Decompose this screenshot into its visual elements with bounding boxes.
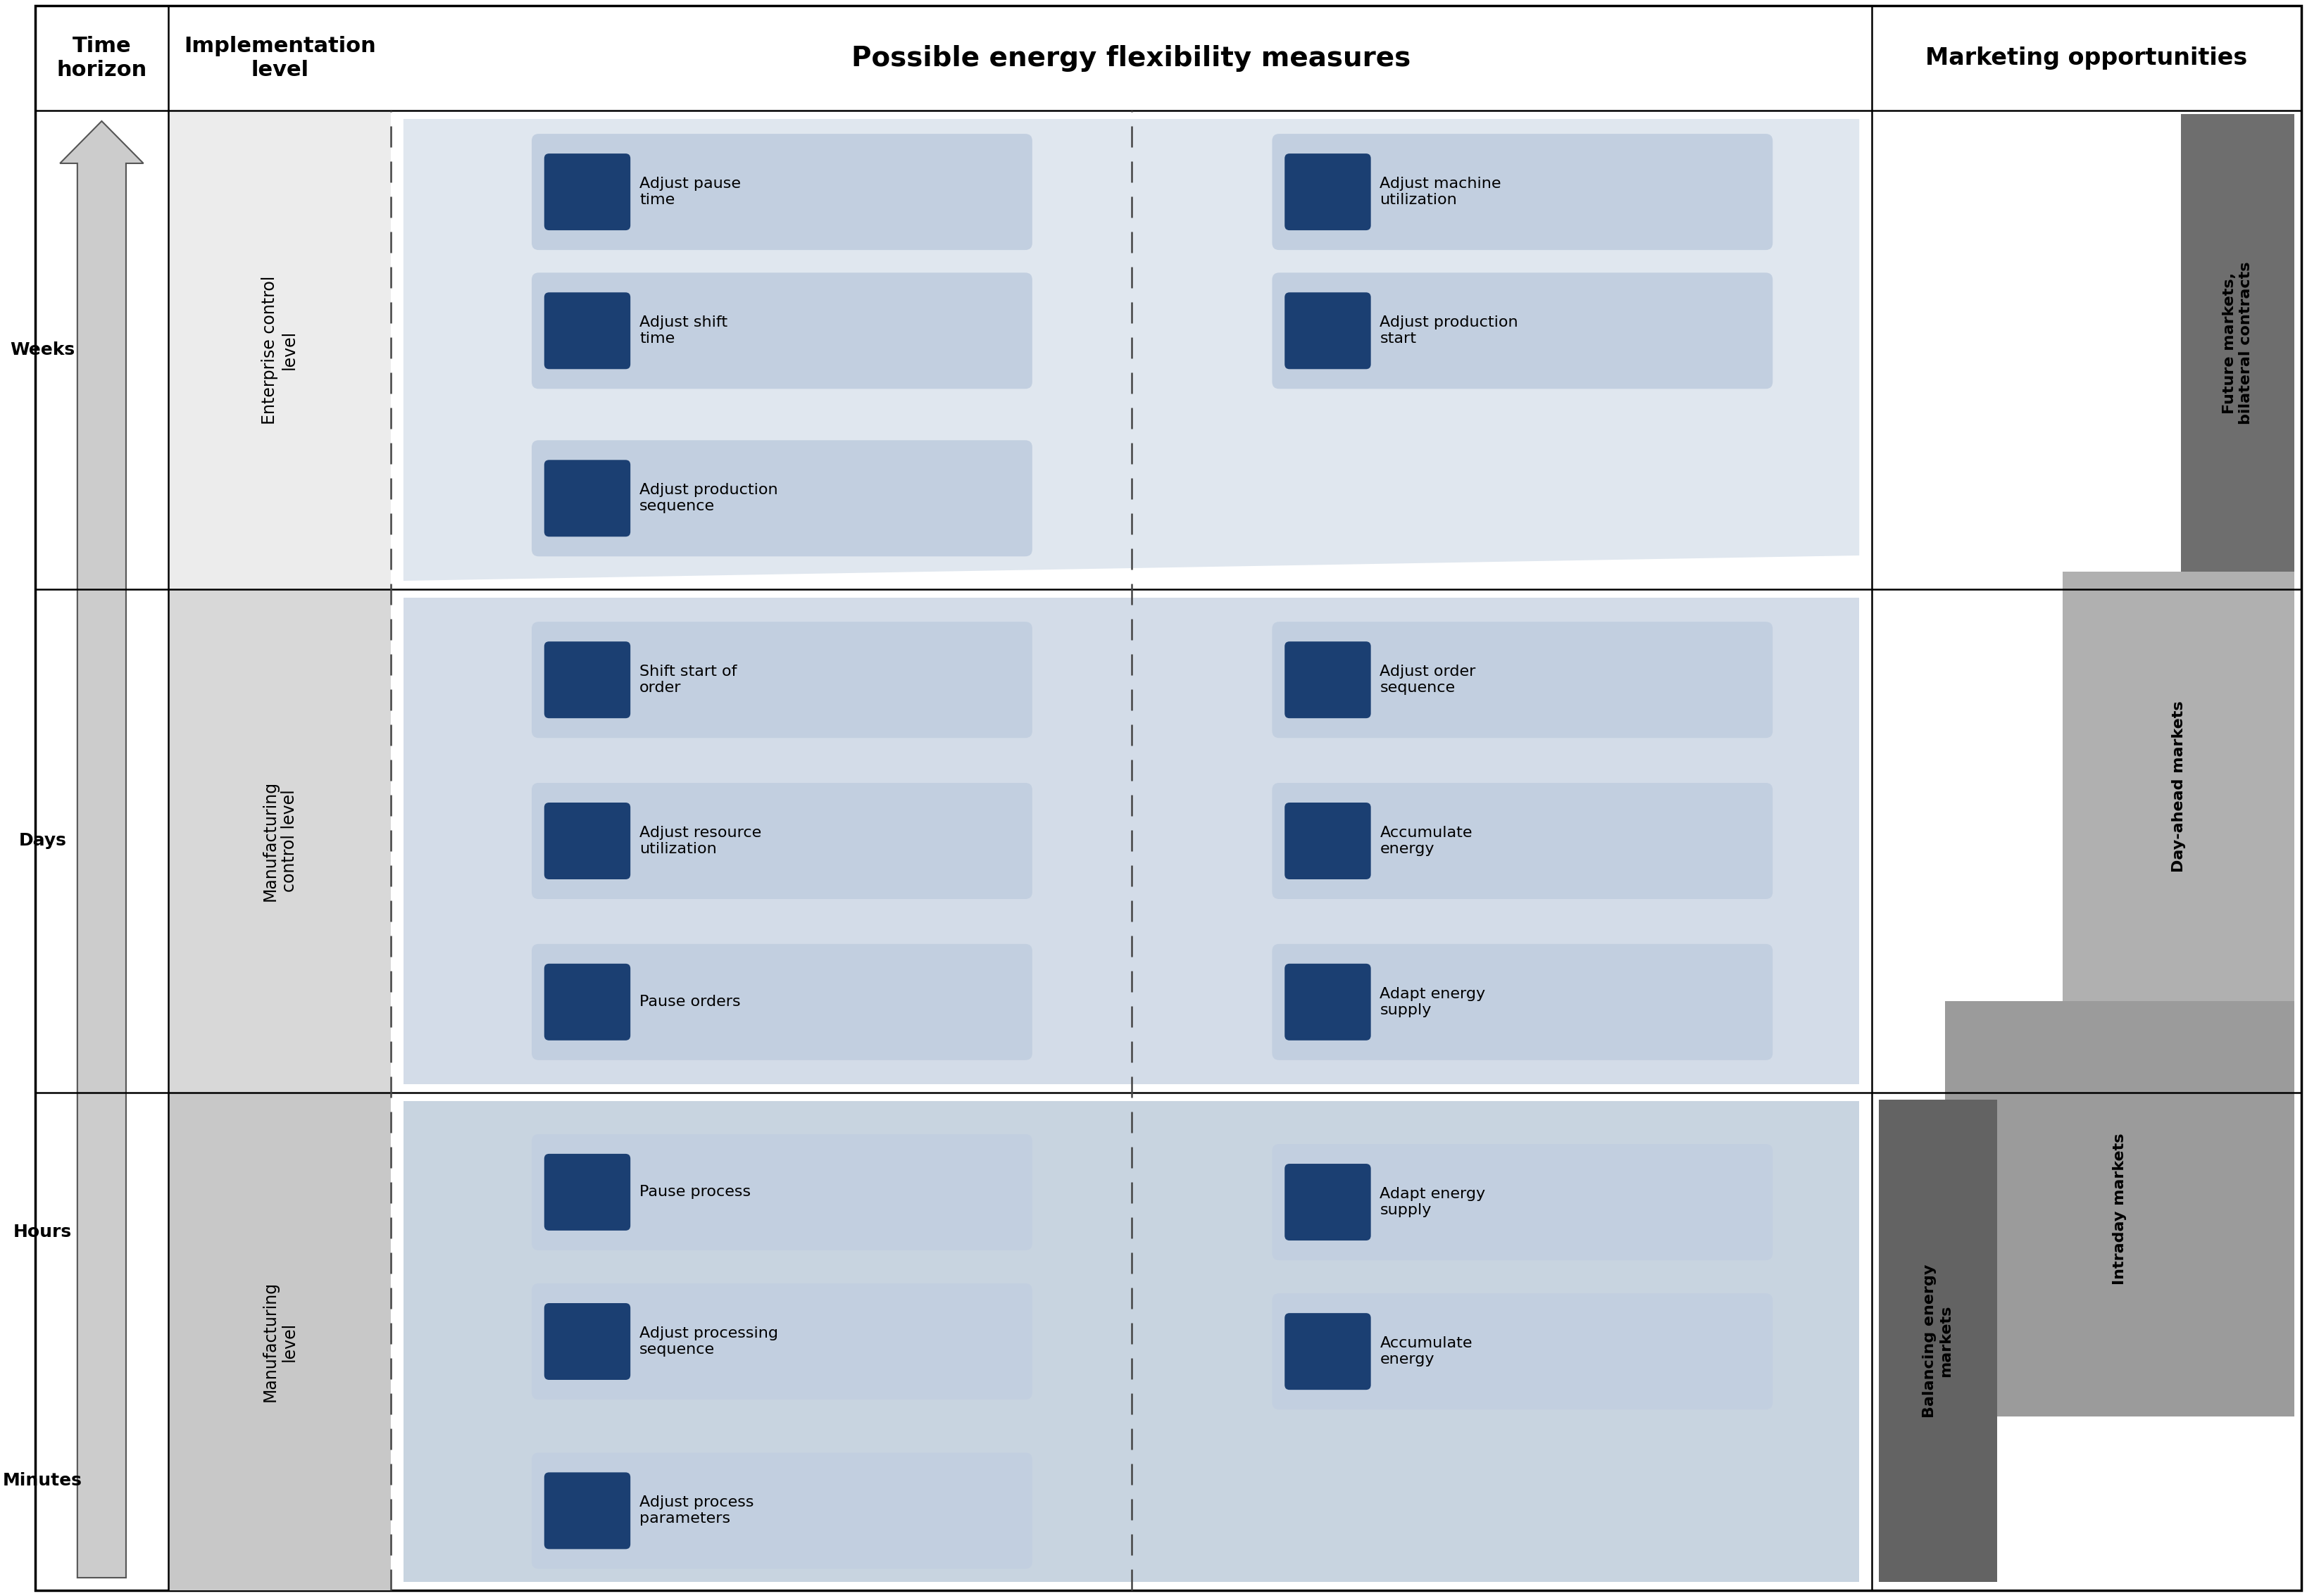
- Text: Hours: Hours: [14, 1224, 72, 1240]
- Text: Accumulate
energy: Accumulate energy: [1380, 1336, 1472, 1366]
- Text: Implementation
level: Implementation level: [185, 37, 376, 80]
- Polygon shape: [404, 1101, 1859, 1582]
- FancyBboxPatch shape: [168, 589, 390, 1093]
- Text: Pause process: Pause process: [639, 1186, 750, 1199]
- FancyBboxPatch shape: [531, 622, 1031, 737]
- FancyBboxPatch shape: [1271, 784, 1772, 899]
- Text: Time
horizon: Time horizon: [58, 37, 148, 80]
- FancyBboxPatch shape: [168, 1093, 390, 1590]
- FancyBboxPatch shape: [1285, 153, 1370, 230]
- FancyBboxPatch shape: [531, 1135, 1031, 1250]
- FancyBboxPatch shape: [544, 964, 630, 1041]
- FancyBboxPatch shape: [2180, 113, 2295, 571]
- Text: Adjust production
sequence: Adjust production sequence: [639, 484, 777, 514]
- FancyBboxPatch shape: [544, 1302, 630, 1381]
- FancyBboxPatch shape: [1271, 273, 1772, 389]
- FancyBboxPatch shape: [544, 153, 630, 230]
- Text: Adjust process
parameters: Adjust process parameters: [639, 1495, 754, 1526]
- Text: Enterprise control
level: Enterprise control level: [261, 276, 298, 425]
- FancyBboxPatch shape: [1285, 1163, 1370, 1240]
- FancyBboxPatch shape: [544, 292, 630, 369]
- Text: Adjust order
sequence: Adjust order sequence: [1380, 664, 1476, 696]
- Text: Adjust machine
utilization: Adjust machine utilization: [1380, 177, 1502, 207]
- FancyBboxPatch shape: [1945, 1001, 2295, 1417]
- FancyBboxPatch shape: [1285, 1314, 1370, 1390]
- FancyBboxPatch shape: [1271, 1293, 1772, 1409]
- FancyBboxPatch shape: [1271, 622, 1772, 737]
- FancyBboxPatch shape: [544, 1154, 630, 1231]
- FancyBboxPatch shape: [531, 1452, 1031, 1569]
- FancyBboxPatch shape: [1271, 134, 1772, 251]
- Text: Marketing opportunities: Marketing opportunities: [1926, 46, 2247, 70]
- Text: Balancing energy
markets: Balancing energy markets: [1922, 1264, 1954, 1417]
- FancyBboxPatch shape: [544, 460, 630, 536]
- Text: Future markets,
bilateral contracts: Future markets, bilateral contracts: [2222, 262, 2254, 425]
- Text: Day-ahead markets: Day-ahead markets: [2171, 701, 2185, 871]
- FancyBboxPatch shape: [1285, 803, 1370, 879]
- Text: Manufacturing
control level: Manufacturing control level: [261, 780, 298, 902]
- Polygon shape: [404, 598, 1859, 1084]
- Text: Days: Days: [18, 833, 67, 849]
- FancyBboxPatch shape: [544, 642, 630, 718]
- Text: Manufacturing
level: Manufacturing level: [261, 1282, 298, 1401]
- Text: Possible energy flexibility measures: Possible energy flexibility measures: [851, 45, 1412, 72]
- FancyBboxPatch shape: [1285, 292, 1370, 369]
- Polygon shape: [404, 120, 1859, 581]
- Text: Minutes: Minutes: [2, 1473, 83, 1489]
- Text: Adjust processing
sequence: Adjust processing sequence: [639, 1326, 777, 1357]
- Text: Intraday markets: Intraday markets: [2113, 1133, 2127, 1285]
- Text: Weeks: Weeks: [9, 342, 76, 359]
- FancyBboxPatch shape: [544, 803, 630, 879]
- FancyBboxPatch shape: [1878, 1100, 1998, 1582]
- FancyBboxPatch shape: [531, 1283, 1031, 1400]
- Text: Adjust shift
time: Adjust shift time: [639, 316, 727, 346]
- FancyBboxPatch shape: [168, 110, 390, 589]
- FancyBboxPatch shape: [531, 943, 1031, 1060]
- Text: Pause orders: Pause orders: [639, 994, 741, 1009]
- Text: Adjust resource
utilization: Adjust resource utilization: [639, 825, 761, 855]
- FancyBboxPatch shape: [1285, 642, 1370, 718]
- FancyBboxPatch shape: [531, 784, 1031, 899]
- Text: Adapt energy
supply: Adapt energy supply: [1380, 986, 1486, 1017]
- Text: Shift start of
order: Shift start of order: [639, 664, 736, 696]
- FancyBboxPatch shape: [531, 134, 1031, 251]
- FancyBboxPatch shape: [1271, 943, 1772, 1060]
- FancyBboxPatch shape: [1285, 964, 1370, 1041]
- FancyBboxPatch shape: [531, 440, 1031, 557]
- Polygon shape: [60, 121, 143, 1578]
- Text: Accumulate
energy: Accumulate energy: [1380, 825, 1472, 855]
- Text: Adapt energy
supply: Adapt energy supply: [1380, 1187, 1486, 1218]
- FancyBboxPatch shape: [2062, 571, 2295, 1001]
- Text: Adjust production
start: Adjust production start: [1380, 316, 1518, 346]
- FancyBboxPatch shape: [1271, 1144, 1772, 1261]
- FancyBboxPatch shape: [35, 6, 2302, 1590]
- Text: Adjust pause
time: Adjust pause time: [639, 177, 741, 207]
- FancyBboxPatch shape: [531, 273, 1031, 389]
- FancyBboxPatch shape: [544, 1473, 630, 1550]
